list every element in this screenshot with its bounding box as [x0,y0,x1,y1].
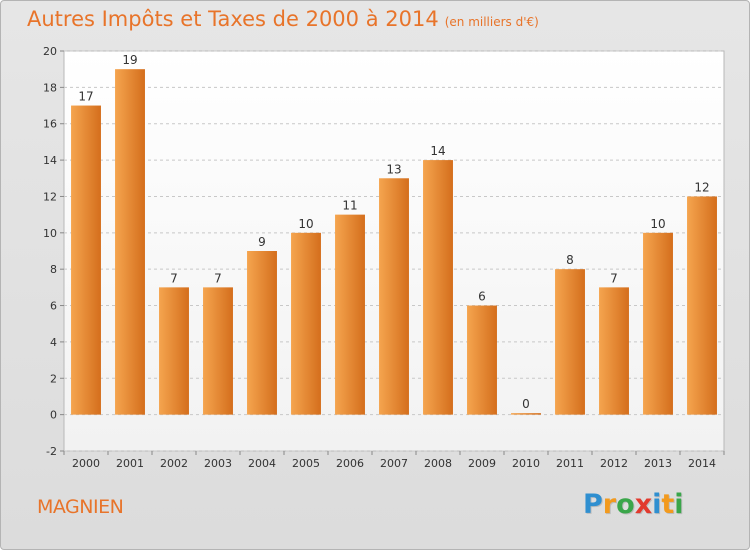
y-tick-label: 10 [43,227,57,240]
chart-subtitle: (en milliers d'€) [444,15,539,29]
y-tick-label: 20 [43,45,57,58]
y-axis-ticks: -2 0 2 4 6 8 10 12 14 16 18 20 [43,45,64,458]
bar [71,105,101,415]
logo-letter: i [674,489,684,520]
x-tick-label: 2008 [424,457,452,470]
bar [511,413,541,415]
y-tick-label: 8 [50,263,57,276]
x-tick-label: 2000 [72,457,100,470]
logo-letter: t [661,489,675,520]
bar-value-label: 7 [214,271,222,285]
bar [467,305,497,415]
bar-value-label: 7 [610,271,618,285]
logo-letter: o [616,489,635,520]
bar-value-label: 9 [258,235,266,249]
bars: 17 19 7 7 9 10 11 13 14 6 0 8 7 10 12 [71,53,717,415]
bar [247,251,277,415]
y-tick-label: 14 [43,154,57,167]
y-tick-label: 12 [43,190,57,203]
logo-letter: P [583,489,603,520]
x-tick-label: 2004 [248,457,276,470]
x-tick-label: 2006 [336,457,364,470]
bar [115,69,145,415]
y-tick-label: 4 [50,336,57,349]
logo-letter: r [602,489,617,520]
y-tick-label: 2 [50,372,57,385]
bar-value-label: 11 [342,199,357,213]
chart-title: Autres Impôts et Taxes de 2000 à 2014 (en… [27,7,539,31]
x-tick-label: 2005 [292,457,320,470]
y-tick-label: 0 [50,409,57,422]
x-tick-label: 2002 [160,457,188,470]
bar [599,287,629,415]
y-tick-label: 16 [43,118,57,131]
x-tick-label: 2001 [116,457,144,470]
bar [203,287,233,415]
bar-value-label: 13 [386,162,401,176]
x-tick-label: 2010 [512,457,540,470]
bar-value-label: 19 [122,53,137,67]
bar-value-label: 7 [170,271,178,285]
bar [555,269,585,415]
bar [643,232,673,415]
bar [291,232,321,415]
title-text: Autres Impôts et Taxes de 2000 à 2014 [27,7,439,31]
bar [379,178,409,415]
x-tick-label: 2003 [204,457,232,470]
logo-letter: x [634,489,653,520]
bar-value-label: 12 [694,180,709,194]
logo-letter: i [652,489,662,520]
x-tick-label: 2013 [644,457,672,470]
x-tick-label: 2011 [556,457,584,470]
bar-value-label: 8 [566,253,574,267]
x-axis-ticks: 2000 2001 2002 2003 2004 2005 2006 2007 2008 2009… [63,451,725,470]
bar [687,196,717,415]
bar-value-label: 10 [298,217,313,231]
y-tick-label: 18 [43,81,57,94]
x-tick-label: 2014 [688,457,716,470]
x-tick-label: 2012 [600,457,628,470]
bar-value-label: 10 [650,217,665,231]
bar [159,287,189,415]
x-tick-label: 2007 [380,457,408,470]
bar [335,214,365,415]
bar [423,160,453,415]
commune-name: MAGNIEN [37,496,124,518]
bar-value-label: 6 [478,290,486,304]
bar-value-label: 0 [522,397,530,411]
proxiti-logo: Proxiti [583,489,684,520]
bar-value-label: 14 [430,144,445,158]
bar-value-label: 17 [78,90,93,104]
x-tick-label: 2009 [468,457,496,470]
y-tick-label: -2 [46,445,57,458]
y-tick-label: 6 [50,300,57,313]
